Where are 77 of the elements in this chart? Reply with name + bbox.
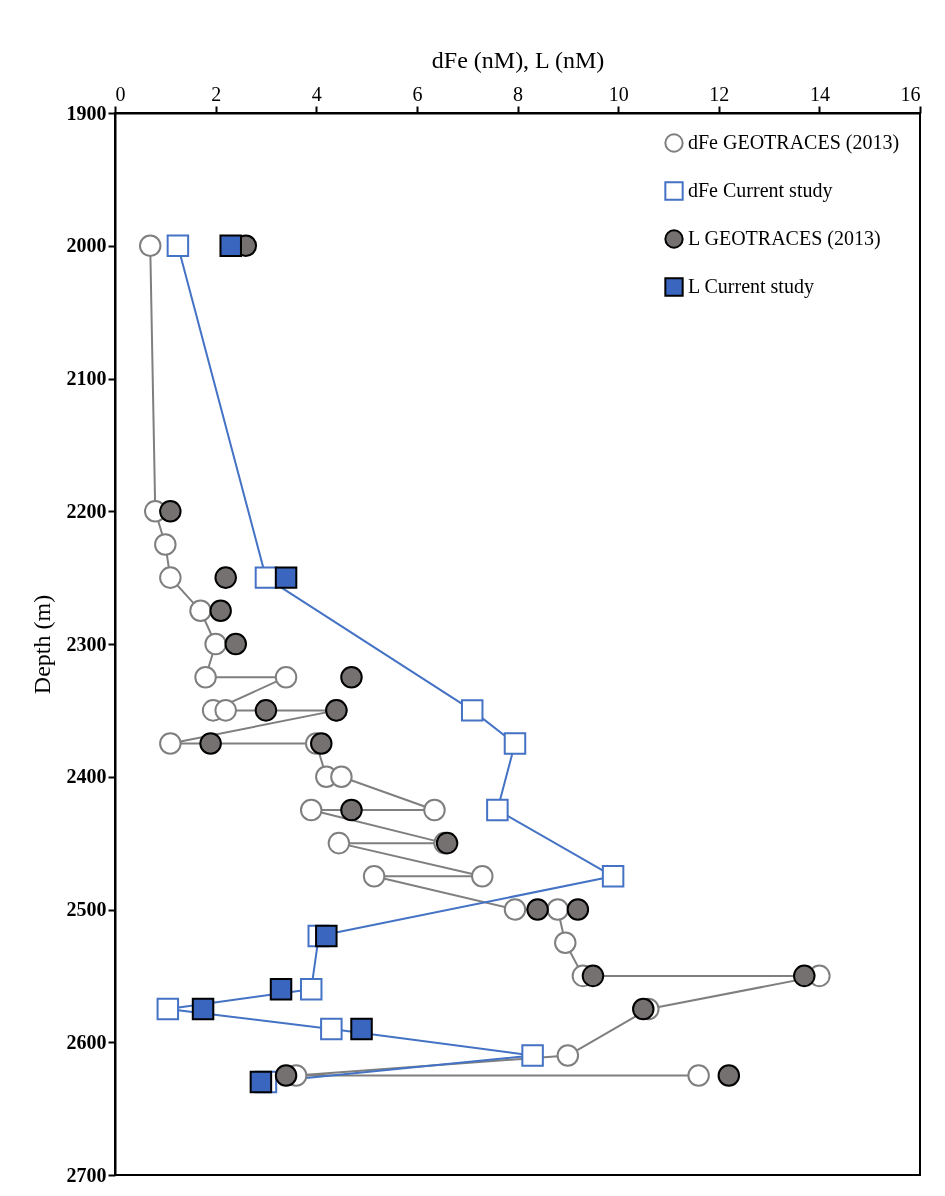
point (274, 665, 298, 689)
point (219, 234, 242, 257)
point (310, 732, 333, 755)
legend-label: dFe Current study (688, 179, 833, 202)
y-axis-title: Depth (m) (28, 594, 55, 695)
point (556, 1044, 580, 1067)
point (214, 699, 237, 722)
point (486, 798, 509, 822)
point (269, 977, 293, 1001)
point (546, 898, 569, 921)
x-tick-label: 12 (709, 82, 730, 105)
y-tick-label: 2300 (66, 632, 107, 655)
point (340, 665, 363, 689)
point (315, 924, 338, 948)
point (159, 566, 182, 589)
point (330, 765, 353, 788)
point (566, 898, 590, 921)
y-tick-label: 1900 (66, 101, 107, 124)
x-tick-label: 4 (311, 82, 322, 105)
point (423, 798, 446, 822)
point (327, 831, 351, 855)
point (299, 798, 323, 822)
y-tick-label: 2700 (66, 1163, 107, 1186)
point (194, 665, 217, 689)
point (199, 732, 222, 755)
x-tick-label: 0 (115, 82, 126, 105)
x-tick-label: 16 (900, 82, 921, 105)
point (274, 1064, 298, 1087)
y-tick-label: 2600 (66, 1030, 107, 1053)
point (274, 566, 298, 589)
x-tick-label: 2 (211, 82, 222, 105)
x-tick-label: 8 (513, 82, 523, 105)
point (460, 699, 484, 722)
point (687, 1064, 710, 1087)
legend-label: L Current study (688, 275, 814, 298)
point (214, 566, 237, 589)
point (717, 1064, 741, 1087)
point (299, 977, 323, 1001)
y-tick-label: 2100 (66, 367, 107, 389)
point (632, 997, 655, 1021)
point (793, 964, 816, 988)
point (166, 234, 190, 257)
point (159, 732, 182, 755)
legend-label: dFe GEOTRACES (2013) (688, 131, 900, 154)
point (191, 997, 215, 1021)
point (340, 798, 363, 822)
point (503, 898, 527, 921)
point (138, 234, 162, 257)
legend-label: L GEOTRACES (2013) (688, 227, 881, 250)
point (204, 632, 227, 656)
point (503, 732, 527, 755)
point (362, 865, 386, 888)
x-axis-title: dFe (nM), L (nM) (431, 46, 605, 73)
x-tick-label: 10 (608, 82, 629, 105)
point (601, 865, 625, 888)
y-tick-label: 2400 (66, 765, 107, 788)
point (154, 533, 177, 556)
point (526, 898, 549, 921)
point (254, 566, 278, 589)
point (159, 500, 182, 523)
point (189, 599, 212, 623)
point (320, 1017, 343, 1041)
point (209, 599, 232, 623)
point (554, 931, 577, 954)
point (156, 997, 180, 1021)
point (254, 699, 278, 722)
point (249, 1070, 273, 1094)
point (581, 964, 605, 988)
point (224, 632, 247, 656)
point (471, 865, 494, 888)
y-tick-label: 2200 (66, 499, 107, 522)
y-tick-label: 2000 (66, 234, 107, 257)
y-tick-label: 2500 (66, 898, 107, 920)
point (521, 1044, 544, 1067)
x-tick-label: 14 (809, 82, 830, 105)
x-tick-label: 6 (412, 82, 423, 105)
point (350, 1017, 373, 1041)
